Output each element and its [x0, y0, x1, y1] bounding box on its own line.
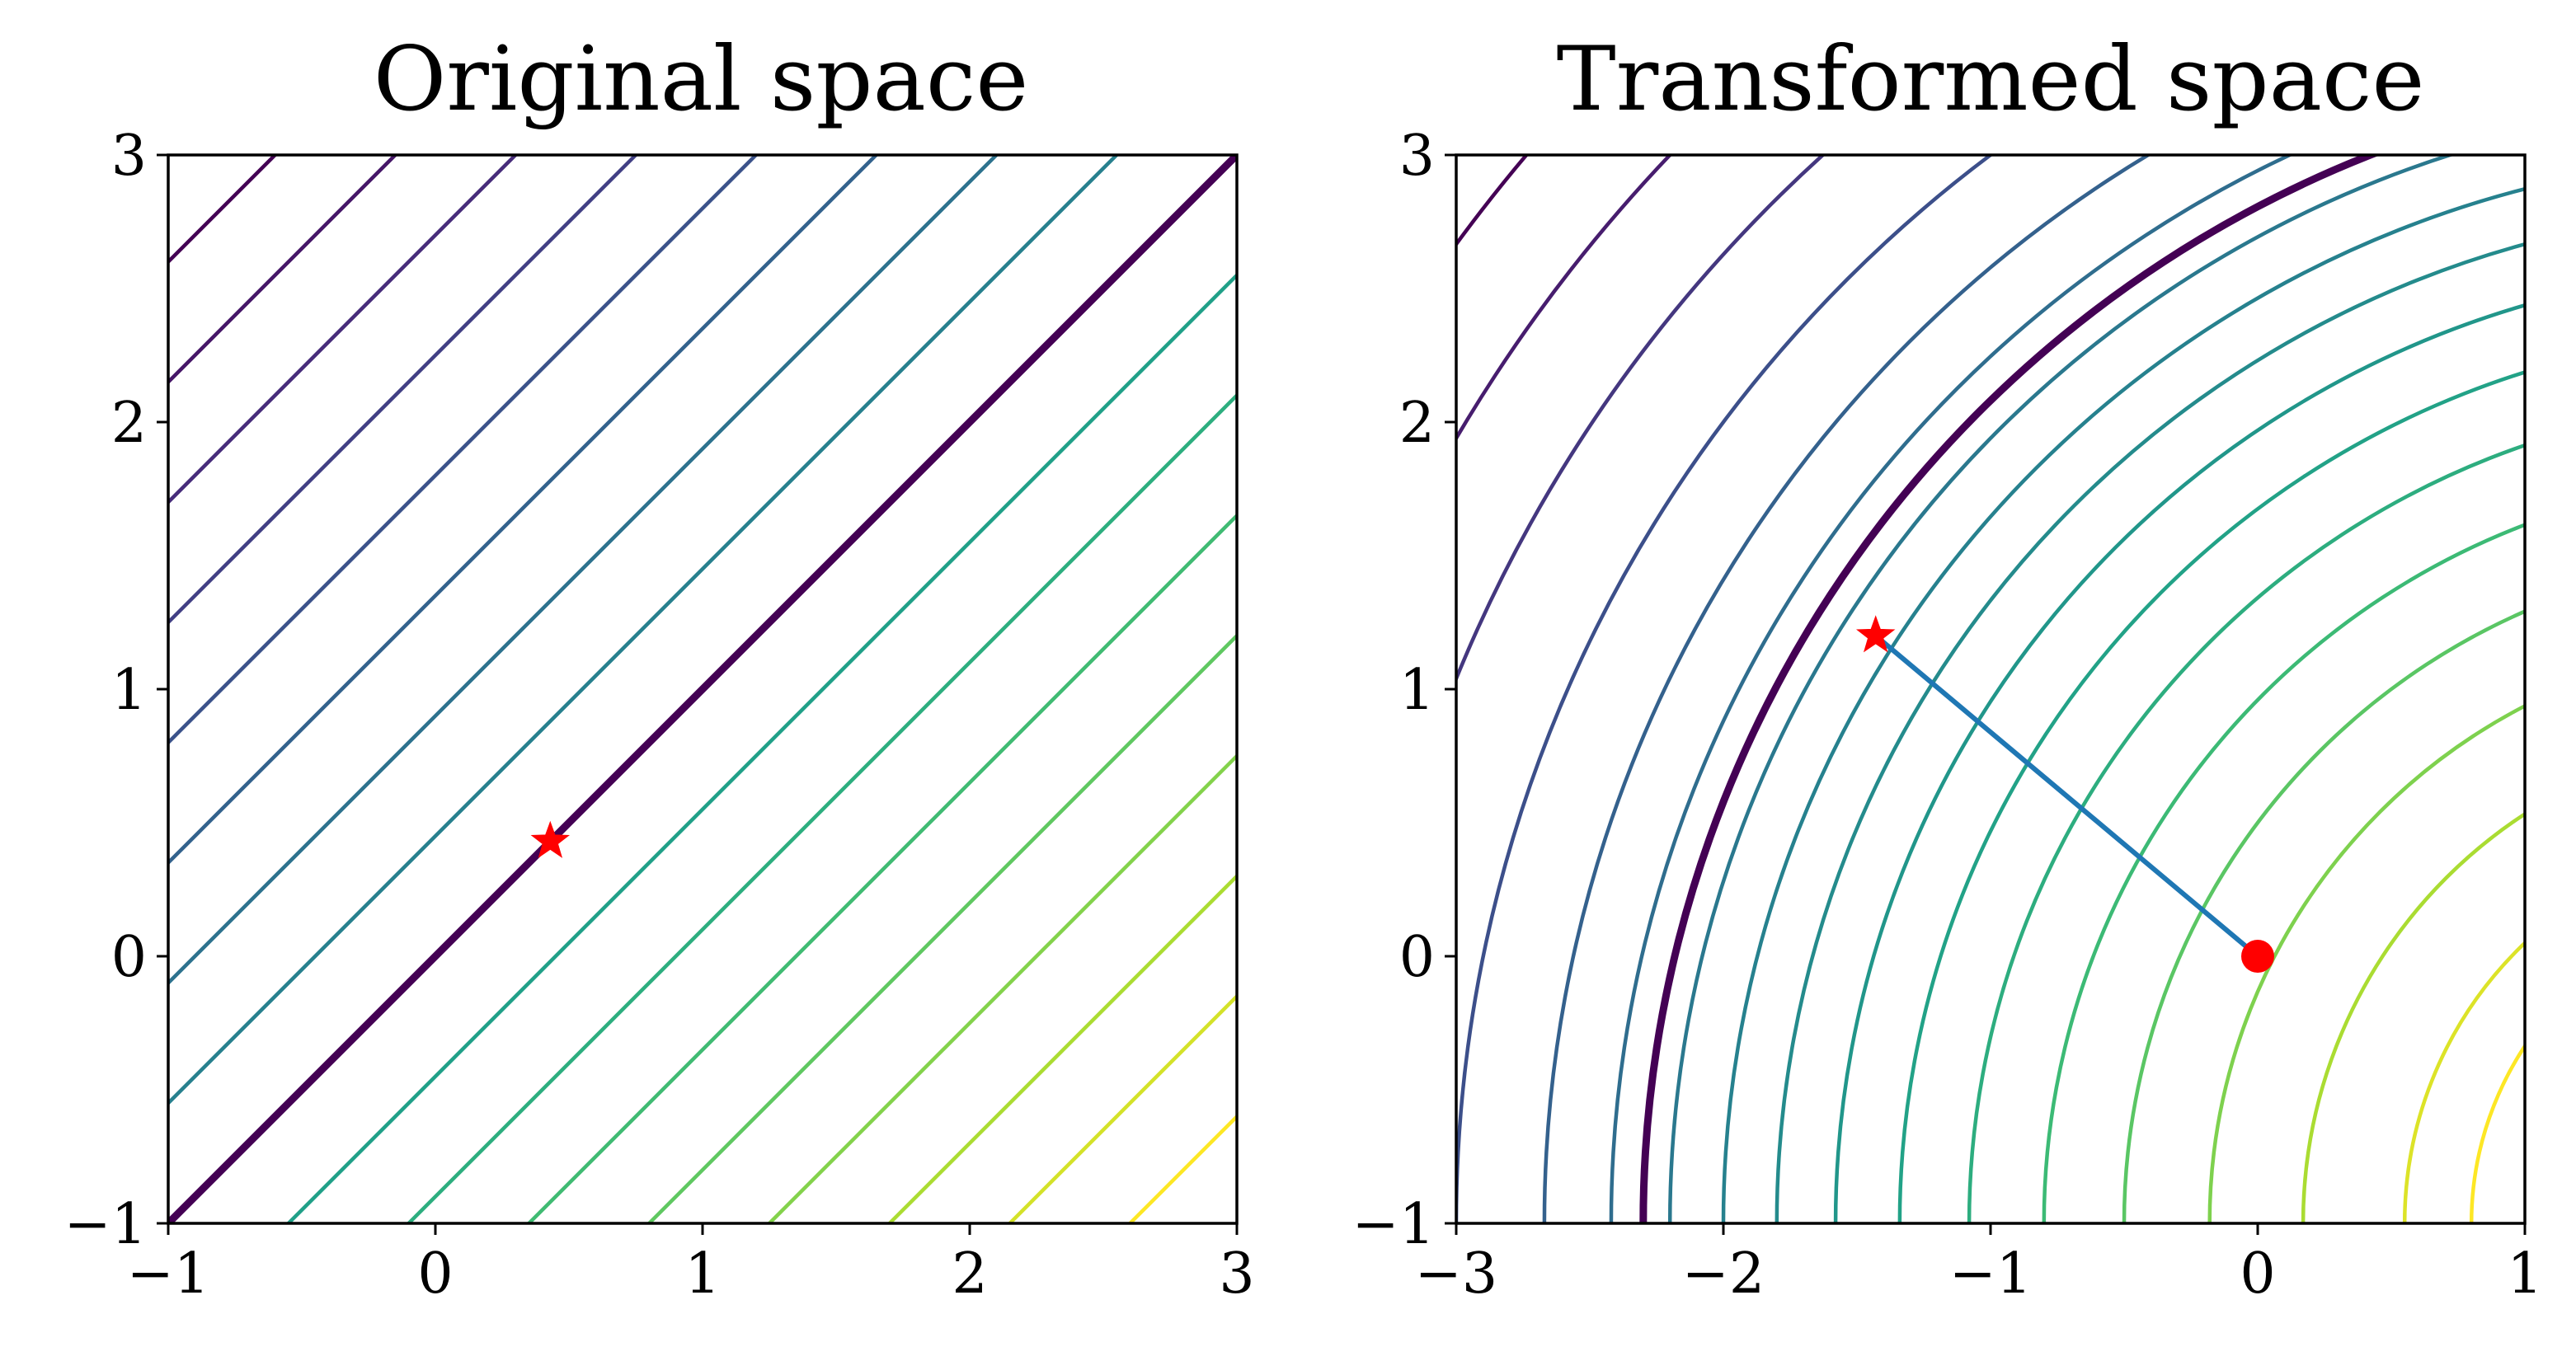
contour-line: [1775, 242, 2525, 1223]
y-tick-label: 3: [1399, 124, 1435, 189]
contour-line: [285, 272, 1237, 1223]
dot-marker: [2241, 940, 2274, 973]
x-tick-label: 1: [684, 1241, 720, 1307]
contour-line: [886, 873, 1237, 1223]
x-tick-label: 2: [952, 1241, 987, 1307]
contour-line: [526, 513, 1237, 1223]
x-tick-label: −1: [1949, 1241, 2032, 1307]
star-marker: [530, 820, 570, 858]
y-tick-label: 1: [1399, 658, 1435, 723]
highlight-contour: [1639, 155, 2381, 1223]
y-tick-label: 0: [1399, 925, 1435, 990]
panel-original-space: Original space −1 0 1 2 3 −1 0 1 2 3: [64, 28, 1255, 1307]
x-tick-label: −1: [127, 1241, 209, 1307]
plot-area: [168, 155, 1237, 1223]
y-tick-label: −1: [64, 1192, 147, 1257]
contour-line: [1722, 187, 2525, 1223]
y-tick-label: 2: [111, 391, 147, 456]
y-tick-label: 3: [111, 124, 147, 189]
chart-title: Original space: [374, 28, 1029, 131]
axes-frame: [1455, 153, 2527, 1225]
x-tick-label: 0: [417, 1241, 453, 1307]
contour-line: [168, 155, 759, 745]
contour-line: [1897, 370, 2525, 1223]
contour-line: [646, 633, 1237, 1223]
contour-line: [1456, 155, 1530, 248]
x-tick-label: 3: [1219, 1241, 1254, 1307]
contour-line: [168, 155, 999, 986]
y-tick-label: 2: [1399, 391, 1435, 456]
contour-line: [1834, 303, 2525, 1223]
contour-line: [406, 392, 1237, 1223]
projection-segment: [1873, 633, 2259, 959]
contour-line: [168, 155, 879, 866]
contour-line: [1456, 155, 1673, 443]
y-tick-label: −1: [1352, 1192, 1435, 1257]
highlight-contour: [168, 155, 1237, 1223]
x-tick-label: −2: [1682, 1241, 1765, 1307]
contour-line: [1456, 155, 1826, 685]
contour-line: [1610, 155, 2295, 1223]
y-tick-label: 0: [111, 925, 147, 990]
plot-area: [1456, 155, 2525, 1223]
x-tick-label: 1: [2507, 1241, 2542, 1307]
contour-line: [1967, 443, 2525, 1223]
contour-line: [2042, 523, 2525, 1223]
contour-line: [168, 155, 1120, 1106]
x-tick-label: 0: [2240, 1241, 2275, 1307]
panel-transformed-space: Transformed space −3 −2 −1 0 1 −1 0 1 2 3: [1352, 28, 2543, 1307]
star-marker: [1856, 615, 1896, 653]
contour-line: [1543, 155, 2153, 1223]
x-tick-label: −3: [1415, 1241, 1497, 1307]
chart-title: Transformed space: [1557, 28, 2425, 131]
contour-line: [2403, 940, 2525, 1223]
y-tick-label: 1: [111, 658, 147, 723]
